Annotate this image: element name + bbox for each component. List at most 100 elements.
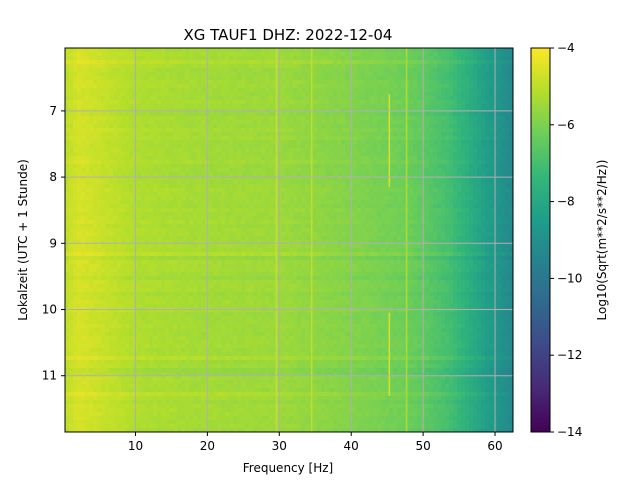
heatmap-cell [117, 164, 122, 169]
heatmap-cell [117, 76, 122, 81]
heatmap-cell [157, 200, 162, 205]
heatmap-cell [257, 64, 262, 69]
heatmap-cell [209, 184, 214, 189]
heatmap-cell [105, 96, 110, 101]
heatmap-cell [425, 144, 430, 149]
heatmap-cell [113, 140, 118, 145]
heatmap-cell [113, 84, 118, 89]
heatmap-cell [473, 184, 478, 189]
heatmap-cell [249, 60, 254, 65]
heatmap-cell [193, 52, 198, 57]
heatmap-cell [373, 204, 378, 209]
heatmap-cell [73, 72, 78, 77]
heatmap-cell [465, 80, 470, 85]
heatmap-cell [97, 104, 102, 109]
heatmap-cell [185, 220, 190, 225]
heatmap-cell [297, 184, 302, 189]
heatmap-cell [181, 168, 186, 173]
heatmap-cell [185, 76, 190, 81]
heatmap-cell [397, 52, 402, 57]
heatmap-cell [365, 52, 370, 57]
heatmap-cell [381, 192, 386, 197]
heatmap-cell [165, 180, 170, 185]
heatmap-cell [81, 84, 86, 89]
heatmap-cell [73, 196, 78, 201]
heatmap-cell [377, 160, 382, 165]
heatmap-cell [181, 184, 186, 189]
heatmap-cell [253, 144, 258, 149]
heatmap-cell [93, 208, 98, 213]
heatmap-cell [329, 196, 334, 201]
heatmap-cell [221, 124, 226, 129]
heatmap-cell [505, 96, 510, 101]
heatmap-cell [245, 208, 250, 213]
heatmap-cell [109, 60, 114, 65]
heatmap-cell [261, 76, 266, 81]
heatmap-cell [101, 144, 106, 149]
heatmap-cell [369, 172, 374, 177]
heatmap-cell [209, 224, 214, 229]
heatmap-cell [201, 156, 206, 161]
heatmap-cell [153, 88, 158, 93]
heatmap-cell [173, 64, 178, 69]
heatmap-cell [409, 52, 414, 57]
heatmap-cell [481, 112, 486, 117]
heatmap-cell [417, 108, 422, 113]
heatmap-cell [261, 120, 266, 125]
heatmap-cell [485, 84, 490, 89]
heatmap-cell [121, 208, 126, 213]
heatmap-cell [469, 84, 474, 89]
heatmap-cell [93, 60, 98, 65]
heatmap-cell [497, 84, 502, 89]
heatmap-cell [169, 188, 174, 193]
heatmap-cell [393, 136, 398, 141]
heatmap-cell [209, 152, 214, 157]
heatmap-cell [85, 168, 90, 173]
heatmap-cell [109, 96, 114, 101]
heatmap-cell [409, 120, 414, 125]
heatmap-cell [153, 160, 158, 165]
heatmap-cell [409, 196, 414, 201]
heatmap-cell [393, 148, 398, 153]
heatmap-cell [305, 140, 310, 145]
heatmap-cell [241, 128, 246, 133]
heatmap-cell [509, 208, 513, 213]
heatmap-cell [417, 84, 422, 89]
heatmap-cell [409, 92, 414, 97]
heatmap-cell [445, 144, 450, 149]
heatmap-cell [397, 192, 402, 197]
heatmap-cell [249, 164, 254, 169]
heatmap-cell [173, 152, 178, 157]
heatmap-cell [473, 64, 478, 69]
heatmap-cell [69, 72, 74, 77]
heatmap-cell [453, 120, 458, 125]
heatmap-cell [397, 168, 402, 173]
heatmap-cell [141, 116, 146, 121]
heatmap-cell [169, 172, 174, 177]
heatmap-cell [285, 224, 290, 229]
heatmap-cell [209, 68, 214, 73]
heatmap-cell [297, 148, 302, 153]
heatmap-cell [257, 204, 262, 209]
heatmap-cell [241, 132, 246, 137]
heatmap-cell [289, 96, 294, 101]
heatmap-cell [189, 164, 194, 169]
heatmap-cell [445, 112, 450, 117]
heatmap-cell [213, 116, 218, 121]
heatmap-cell [257, 180, 262, 185]
heatmap-cell [413, 68, 418, 73]
heatmap-cell [385, 172, 390, 177]
heatmap-cell [369, 176, 374, 181]
heatmap-cell [341, 160, 346, 165]
heatmap-cell [465, 72, 470, 77]
heatmap-cell [245, 92, 250, 97]
heatmap-cell [89, 116, 94, 121]
heatmap-cell [209, 212, 214, 217]
heatmap-cell [217, 120, 222, 125]
heatmap-cell [65, 168, 70, 173]
heatmap-cell [313, 208, 318, 213]
heatmap-cell [109, 100, 114, 105]
heatmap-cell [433, 212, 438, 217]
heatmap-cell [465, 88, 470, 93]
heatmap-cell [245, 136, 250, 141]
